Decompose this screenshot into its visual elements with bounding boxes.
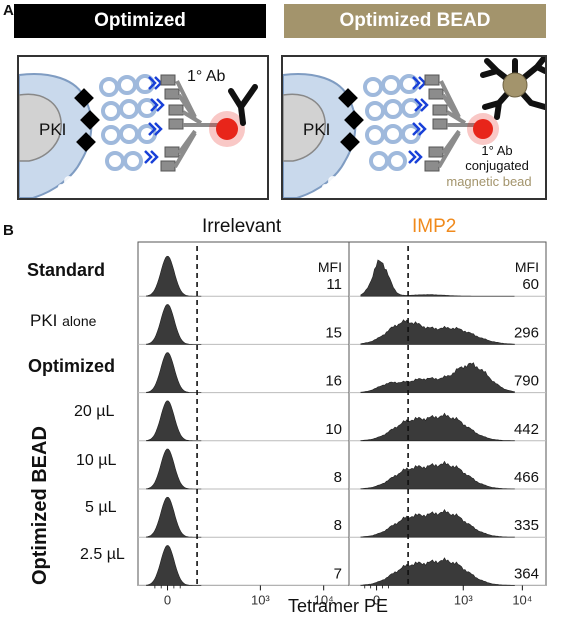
row-label-pki-alone: PKI alone: [30, 311, 96, 331]
irrelevant-histogram-4: [146, 448, 202, 490]
primary-antibody-shape: [228, 84, 258, 126]
irrelevant-histogram-6: [146, 545, 202, 586]
imp2-histogram-6: [360, 557, 515, 586]
irrelevant-histogram-1: [146, 304, 202, 345]
row-label-standard: Standard: [27, 260, 106, 280]
irrelevant-histogram-5: [146, 496, 202, 538]
irrelevant-mfi-value-3: 10: [325, 421, 342, 438]
pki-text: PKI: [30, 311, 58, 330]
panel-a-letter: A: [3, 2, 14, 19]
imp2-mfi-value-4: 466: [514, 469, 539, 486]
row-label-20ul: 20 µL: [74, 403, 115, 420]
imp2-tick-label-1: 10³: [454, 592, 473, 607]
imp2-histogram-4: [360, 460, 515, 490]
imp2-histogram-2: [360, 362, 515, 393]
nucleus-shape: [19, 93, 62, 162]
fluorophore: [216, 118, 238, 140]
fluorophore: [473, 119, 493, 139]
imp2-mfi-value-1: 296: [514, 324, 539, 341]
irrelevant-mfi-value-0: 11: [326, 276, 342, 293]
irrelevant-mfi-value-6: 7: [334, 565, 342, 582]
irrelevant-mfi-header: MFI: [318, 259, 342, 275]
irrelevant-tick-label-1: 10³: [251, 592, 270, 607]
optimized-bead-group-label: Optimized BEAD: [29, 426, 51, 585]
optimized-bead-schematic-drawing: PKI 1° Ab conjugated magnetic bead: [283, 57, 545, 198]
linker-bars: [424, 74, 448, 172]
imp2-mfi-value-3: 442: [514, 421, 539, 438]
ab-marks: [144, 76, 165, 164]
optimized-bead-header: Optimized BEAD: [284, 4, 546, 38]
pki-label: PKI: [39, 120, 66, 139]
mhc-diamonds: [338, 88, 364, 152]
x-axis-label: Tetramer PE: [288, 596, 389, 616]
magnetic-bead: [502, 72, 528, 98]
tetramer-scaffold: [173, 80, 219, 169]
row-label-optimized: Optimized: [28, 356, 116, 376]
irrelevant-column-title: Irrelevant: [202, 216, 282, 237]
row-label-5ul: 5 µL: [85, 499, 117, 516]
irrelevant-mfi-value-1: 15: [325, 324, 342, 341]
ab-marks: [408, 76, 429, 164]
imp2-mfi-value-0: 60: [522, 276, 539, 293]
irrelevant-mfi-value-4: 8: [334, 469, 342, 486]
tetramer-scaffold: [437, 80, 475, 169]
irrelevant-histogram-3: [146, 400, 202, 442]
irrelevant-mfi-value-2: 16: [325, 373, 342, 390]
nucleus-shape: [283, 93, 326, 162]
imp2-column-title: IMP2: [412, 216, 457, 237]
caption-line-1: 1° Ab: [481, 143, 512, 158]
imp2-tick-label-0: 0: [373, 592, 380, 607]
alone-text: alone: [62, 313, 97, 329]
imp2-histogram-5: [360, 508, 515, 538]
row-label-2-5ul: 2.5 µL: [80, 546, 125, 563]
imp2-histogram-3: [360, 412, 515, 442]
optimized-bead-schematic: PKI 1° Ab conjugated magnetic bead: [281, 55, 547, 200]
irrelevant-histogram-0: [146, 255, 202, 297]
pki-label: PKI: [303, 120, 330, 139]
imp2-histogram-1: [360, 319, 515, 345]
irrelevant-mfi-value-5: 8: [334, 517, 342, 534]
irrelevant-histogram-2: [146, 352, 202, 393]
panel-b-letter: B: [3, 222, 14, 239]
irrelevant-tick-label-2: 10⁴: [314, 592, 334, 607]
imp2-tick-label-2: 10⁴: [512, 592, 532, 607]
tcr-chains: [363, 74, 421, 171]
imp2-histogram-0: [360, 259, 515, 297]
irrelevant-tick-label-0: 0: [164, 592, 171, 607]
imp2-mfi-value-5: 335: [514, 517, 539, 534]
imp2-mfi-value-2: 790: [514, 373, 539, 390]
optimized-header: Optimized: [14, 4, 266, 38]
caption-line-2: conjugated: [465, 158, 529, 173]
optimized-schematic: PKI 1° Ab: [17, 55, 269, 200]
antibody-label: 1° Ab: [187, 68, 226, 85]
imp2-mfi-value-6: 364: [514, 565, 539, 582]
row-label-10ul: 10 µL: [76, 452, 117, 469]
imp2-mfi-header: MFI: [515, 259, 539, 275]
caption-line-3: magnetic bead: [446, 174, 531, 189]
optimized-schematic-drawing: PKI 1° Ab: [19, 68, 258, 198]
